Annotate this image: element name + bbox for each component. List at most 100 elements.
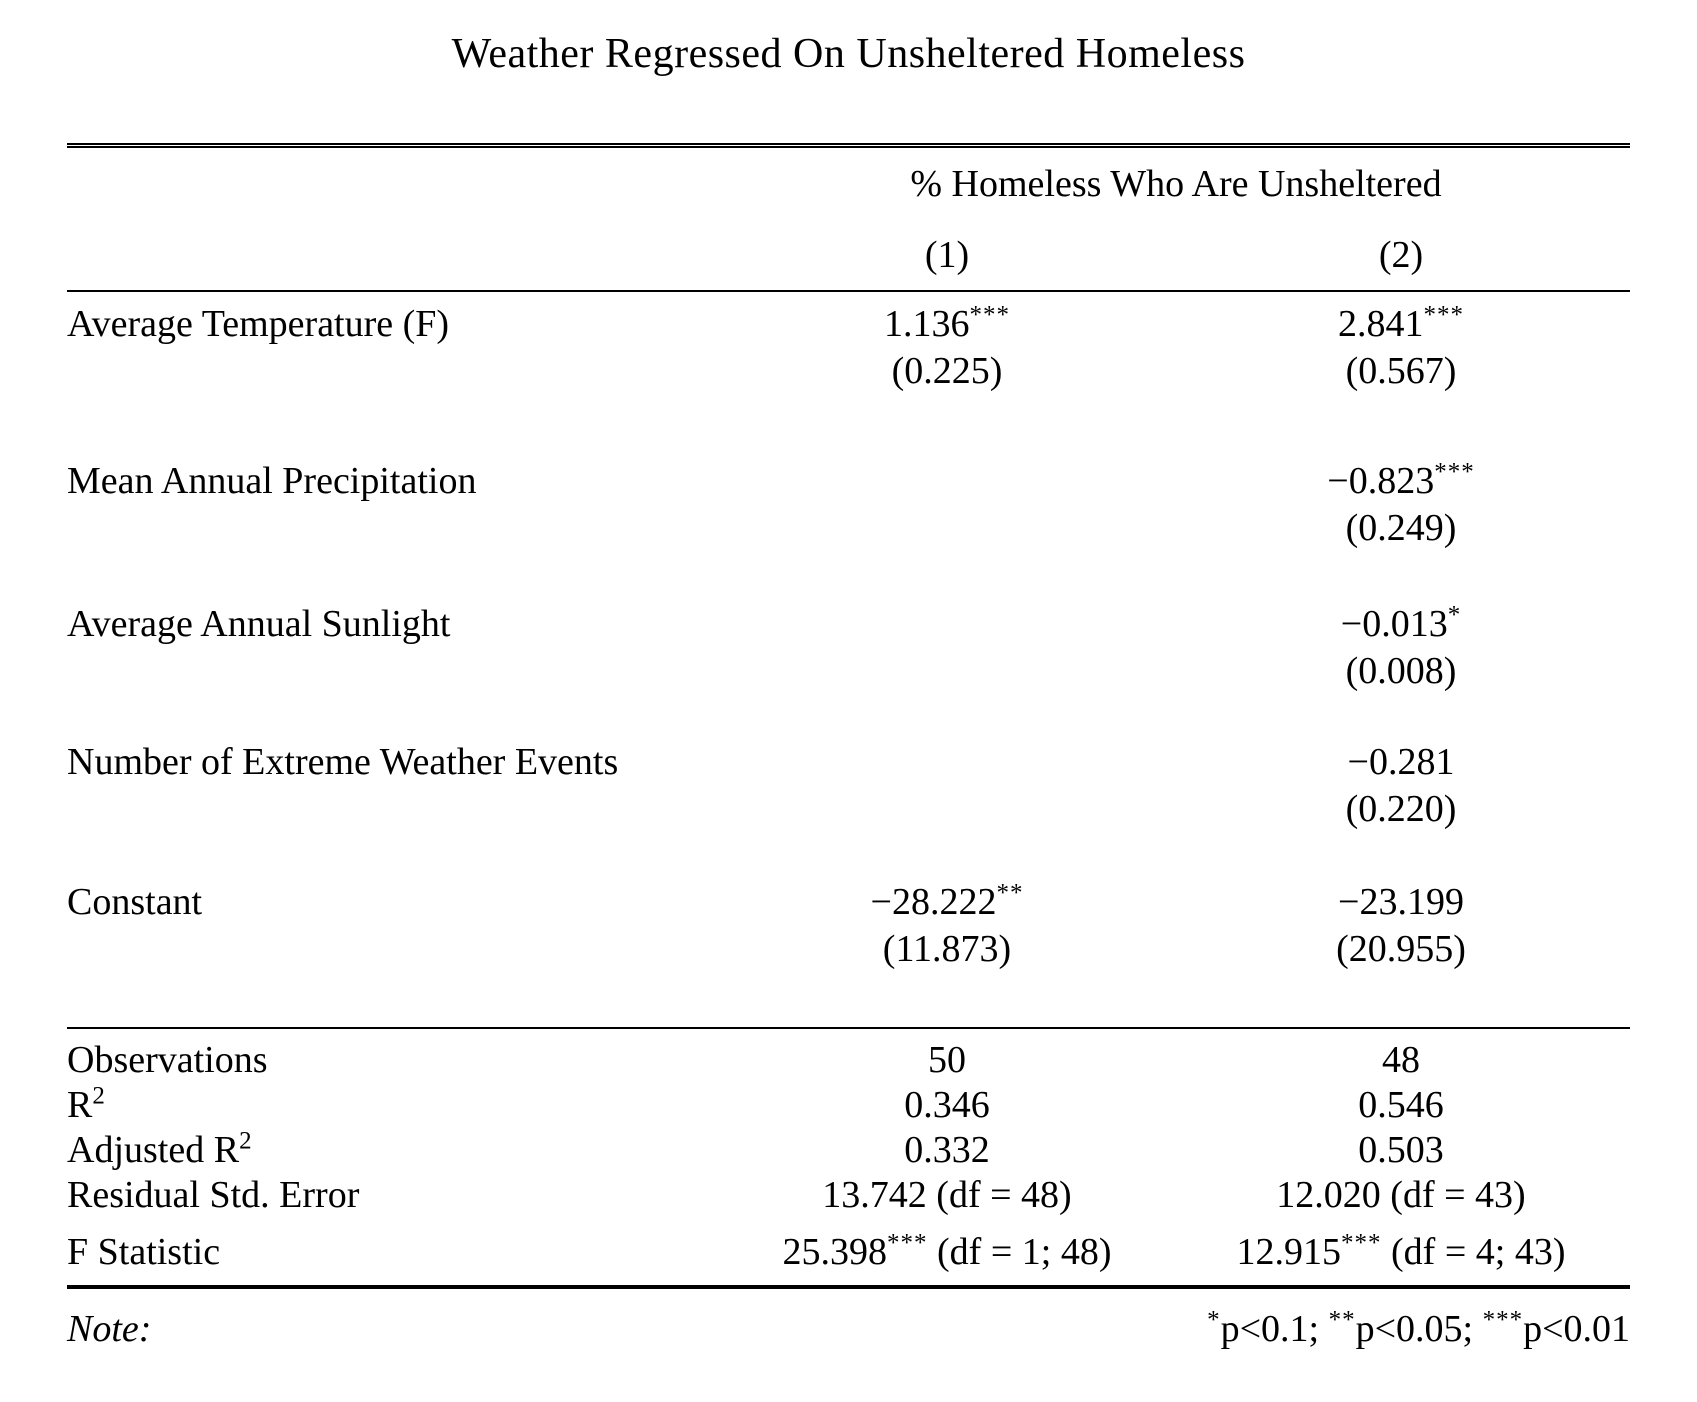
column-number-2: (2)	[1378, 234, 1424, 276]
row-label: Average Temperature (F)	[67, 302, 450, 345]
stat-number: 0.332	[904, 1128, 990, 1171]
coef-value-model2: −0.281	[1172, 740, 1630, 784]
se-value-model2: (20.955)	[1336, 927, 1466, 970]
table-note-row: Note: *p<0.1; **p<0.05; ***p<0.01	[67, 1305, 1630, 1353]
stat-label-text: F Statistic	[67, 1230, 221, 1273]
significance-stars: ***	[1423, 300, 1464, 328]
row-label: Constant	[67, 880, 203, 923]
se-value-model2: (0.249)	[1345, 506, 1457, 549]
stat-number: 48	[1382, 1038, 1420, 1081]
se-value-model1: (0.225)	[891, 349, 1003, 392]
stat-number: 0.346	[904, 1083, 990, 1126]
se-row: (0.225) (0.567)	[67, 347, 1630, 394]
stat-value-model2: 12.915*** (df = 4; 43)	[1172, 1230, 1630, 1274]
regression-table: % Homeless Who Are Unsheltered (1) (2) A…	[67, 143, 1630, 1289]
stat-label-text: Observations	[67, 1038, 268, 1081]
stat-row-residual-std-error: Residual Std. Error 13.742 (df = 48) 12.…	[67, 1172, 1630, 1217]
se-row: (0.249)	[67, 504, 1630, 551]
stat-value-model1: 25.398*** (df = 1; 48)	[722, 1230, 1172, 1274]
se-value-model1: (11.873)	[882, 927, 1012, 970]
stat-suffix: (df = 4; 43)	[1381, 1230, 1566, 1273]
significance-stars: *	[1447, 600, 1462, 628]
coef-value-model2: −0.823***	[1172, 459, 1630, 503]
row-label: Average Annual Sunlight	[67, 602, 451, 645]
coef-value-model2: −0.013*	[1172, 602, 1630, 646]
stat-value-model2: 48	[1172, 1038, 1630, 1082]
significance-stars: ***	[887, 1228, 928, 1256]
significance-stars: ***	[969, 300, 1010, 328]
stat-label: F Statistic	[67, 1230, 722, 1274]
coef-row: Mean Annual Precipitation −0.823***	[67, 457, 1630, 504]
coef-row: Average Temperature (F) 1.136*** 2.841**…	[67, 300, 1630, 347]
stat-value-model1: 50	[722, 1038, 1172, 1082]
stat-label-sup: 2	[92, 1081, 106, 1109]
stat-number: 0.503	[1358, 1128, 1444, 1171]
significance-stars: ***	[1482, 1306, 1524, 1334]
stat-value-model2: 12.020 (df = 43)	[1172, 1173, 1630, 1217]
stat-label: R2	[67, 1083, 722, 1127]
significance-stars: *	[1207, 1306, 1221, 1334]
stat-row-f-statistic: F Statistic 25.398*** (df = 1; 48) 12.91…	[67, 1229, 1630, 1274]
stat-label: Residual Std. Error	[67, 1173, 722, 1217]
table-rule-bottom-double	[67, 1285, 1630, 1289]
column-number-1: (1)	[924, 234, 970, 276]
stat-value-model1: 13.742 (df = 48)	[722, 1173, 1172, 1217]
note-text: *p<0.1; **p<0.05; ***p<0.01	[1207, 1307, 1630, 1351]
coef-number: −0.281	[1347, 740, 1455, 783]
coef-block: Number of Extreme Weather Events −0.281 …	[67, 738, 1630, 832]
stat-label-sup: 2	[239, 1126, 253, 1154]
coef-block: Mean Annual Precipitation −0.823*** (0.2…	[67, 457, 1630, 551]
coef-number: −0.823	[1327, 459, 1435, 502]
coef-number: −23.199	[1338, 880, 1464, 923]
coefficients-section: Average Temperature (F) 1.136*** 2.841**…	[67, 292, 1630, 972]
se-value-model2: (0.008)	[1345, 649, 1457, 692]
row-label: Mean Annual Precipitation	[67, 459, 477, 502]
coef-value-model2: 2.841***	[1172, 302, 1630, 346]
coef-value-model1: 1.136***	[722, 302, 1172, 346]
coef-number: −0.013	[1340, 602, 1448, 645]
stat-number: 0.546	[1358, 1083, 1444, 1126]
stat-suffix: (df = 1; 48)	[927, 1230, 1112, 1273]
stat-number: 50	[928, 1038, 966, 1081]
se-value-model2: (0.220)	[1345, 787, 1457, 830]
stat-label-text: Residual Std. Error	[67, 1173, 360, 1216]
stat-value-model1: 0.346	[722, 1083, 1172, 1127]
significance-stars: ***	[1434, 457, 1475, 485]
stat-label: Observations	[67, 1038, 722, 1082]
stat-value-model2: 0.503	[1172, 1128, 1630, 1172]
stat-number: 13.742 (df = 48)	[822, 1173, 1072, 1216]
stat-number: 25.398	[782, 1230, 888, 1273]
stat-row-observations: Observations 50 48	[67, 1037, 1630, 1082]
stat-number: 12.915	[1236, 1230, 1342, 1273]
note-segment: p<0.1;	[1220, 1308, 1329, 1350]
stat-label: Adjusted R2	[67, 1128, 722, 1172]
note-label: Note:	[67, 1308, 152, 1350]
significance-stars: ***	[1341, 1228, 1382, 1256]
column-numbers-row: (1) (2)	[67, 220, 1630, 292]
summary-statistics-section: Observations 50 48 R2 0.346 0.546 Adjust…	[67, 1029, 1630, 1285]
row-label: Number of Extreme Weather Events	[67, 740, 619, 783]
significance-stars: **	[1328, 1306, 1356, 1334]
stat-label-text: Adjusted R	[67, 1128, 240, 1171]
stat-row-adjusted-r-squared: Adjusted R2 0.332 0.503	[67, 1127, 1630, 1172]
note-segment: p<0.05;	[1355, 1308, 1483, 1350]
stat-label-text: R	[67, 1083, 93, 1126]
stat-number: 12.020 (df = 43)	[1276, 1173, 1526, 1216]
table-rule-mid	[67, 1027, 1630, 1029]
se-row: (0.008)	[67, 647, 1630, 694]
coef-block: Average Annual Sunlight −0.013* (0.008)	[67, 600, 1630, 694]
stat-value-model1: 0.332	[722, 1128, 1172, 1172]
coef-block: Constant −28.222** −23.199 (11.873) (20.…	[67, 878, 1630, 972]
coef-number: 1.136	[884, 302, 970, 345]
coef-value-model1: −28.222**	[722, 880, 1172, 924]
coef-value-model2: −23.199	[1172, 880, 1630, 924]
se-row: (11.873) (20.955)	[67, 925, 1630, 972]
table-rule-top-double	[67, 143, 1630, 148]
coef-row: Constant −28.222** −23.199	[67, 878, 1630, 925]
note-segment: p<0.01	[1523, 1308, 1630, 1350]
stat-value-model2: 0.546	[1172, 1083, 1630, 1127]
dep-var-header: % Homeless Who Are Unsheltered	[910, 163, 1442, 205]
coef-number: 2.841	[1338, 302, 1424, 345]
coef-block: Average Temperature (F) 1.136*** 2.841**…	[67, 300, 1630, 394]
coef-row: Average Annual Sunlight −0.013*	[67, 600, 1630, 647]
